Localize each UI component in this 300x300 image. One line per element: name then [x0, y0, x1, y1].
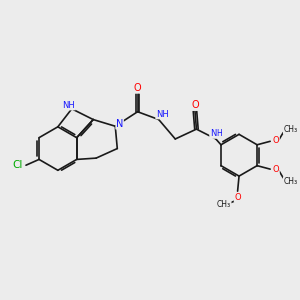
- Text: O: O: [191, 100, 199, 110]
- Text: O: O: [234, 193, 241, 202]
- Text: Cl: Cl: [13, 160, 23, 170]
- Text: CH₃: CH₃: [284, 124, 298, 134]
- Text: NH: NH: [156, 110, 169, 119]
- Text: N: N: [116, 119, 123, 129]
- Text: CH₃: CH₃: [284, 177, 298, 186]
- Text: H: H: [217, 129, 222, 138]
- Text: CH₃: CH₃: [217, 200, 231, 209]
- Text: O: O: [134, 83, 141, 93]
- Text: N: N: [210, 129, 216, 138]
- Text: O: O: [273, 136, 279, 145]
- Text: NH: NH: [62, 101, 75, 110]
- Text: O: O: [273, 165, 279, 174]
